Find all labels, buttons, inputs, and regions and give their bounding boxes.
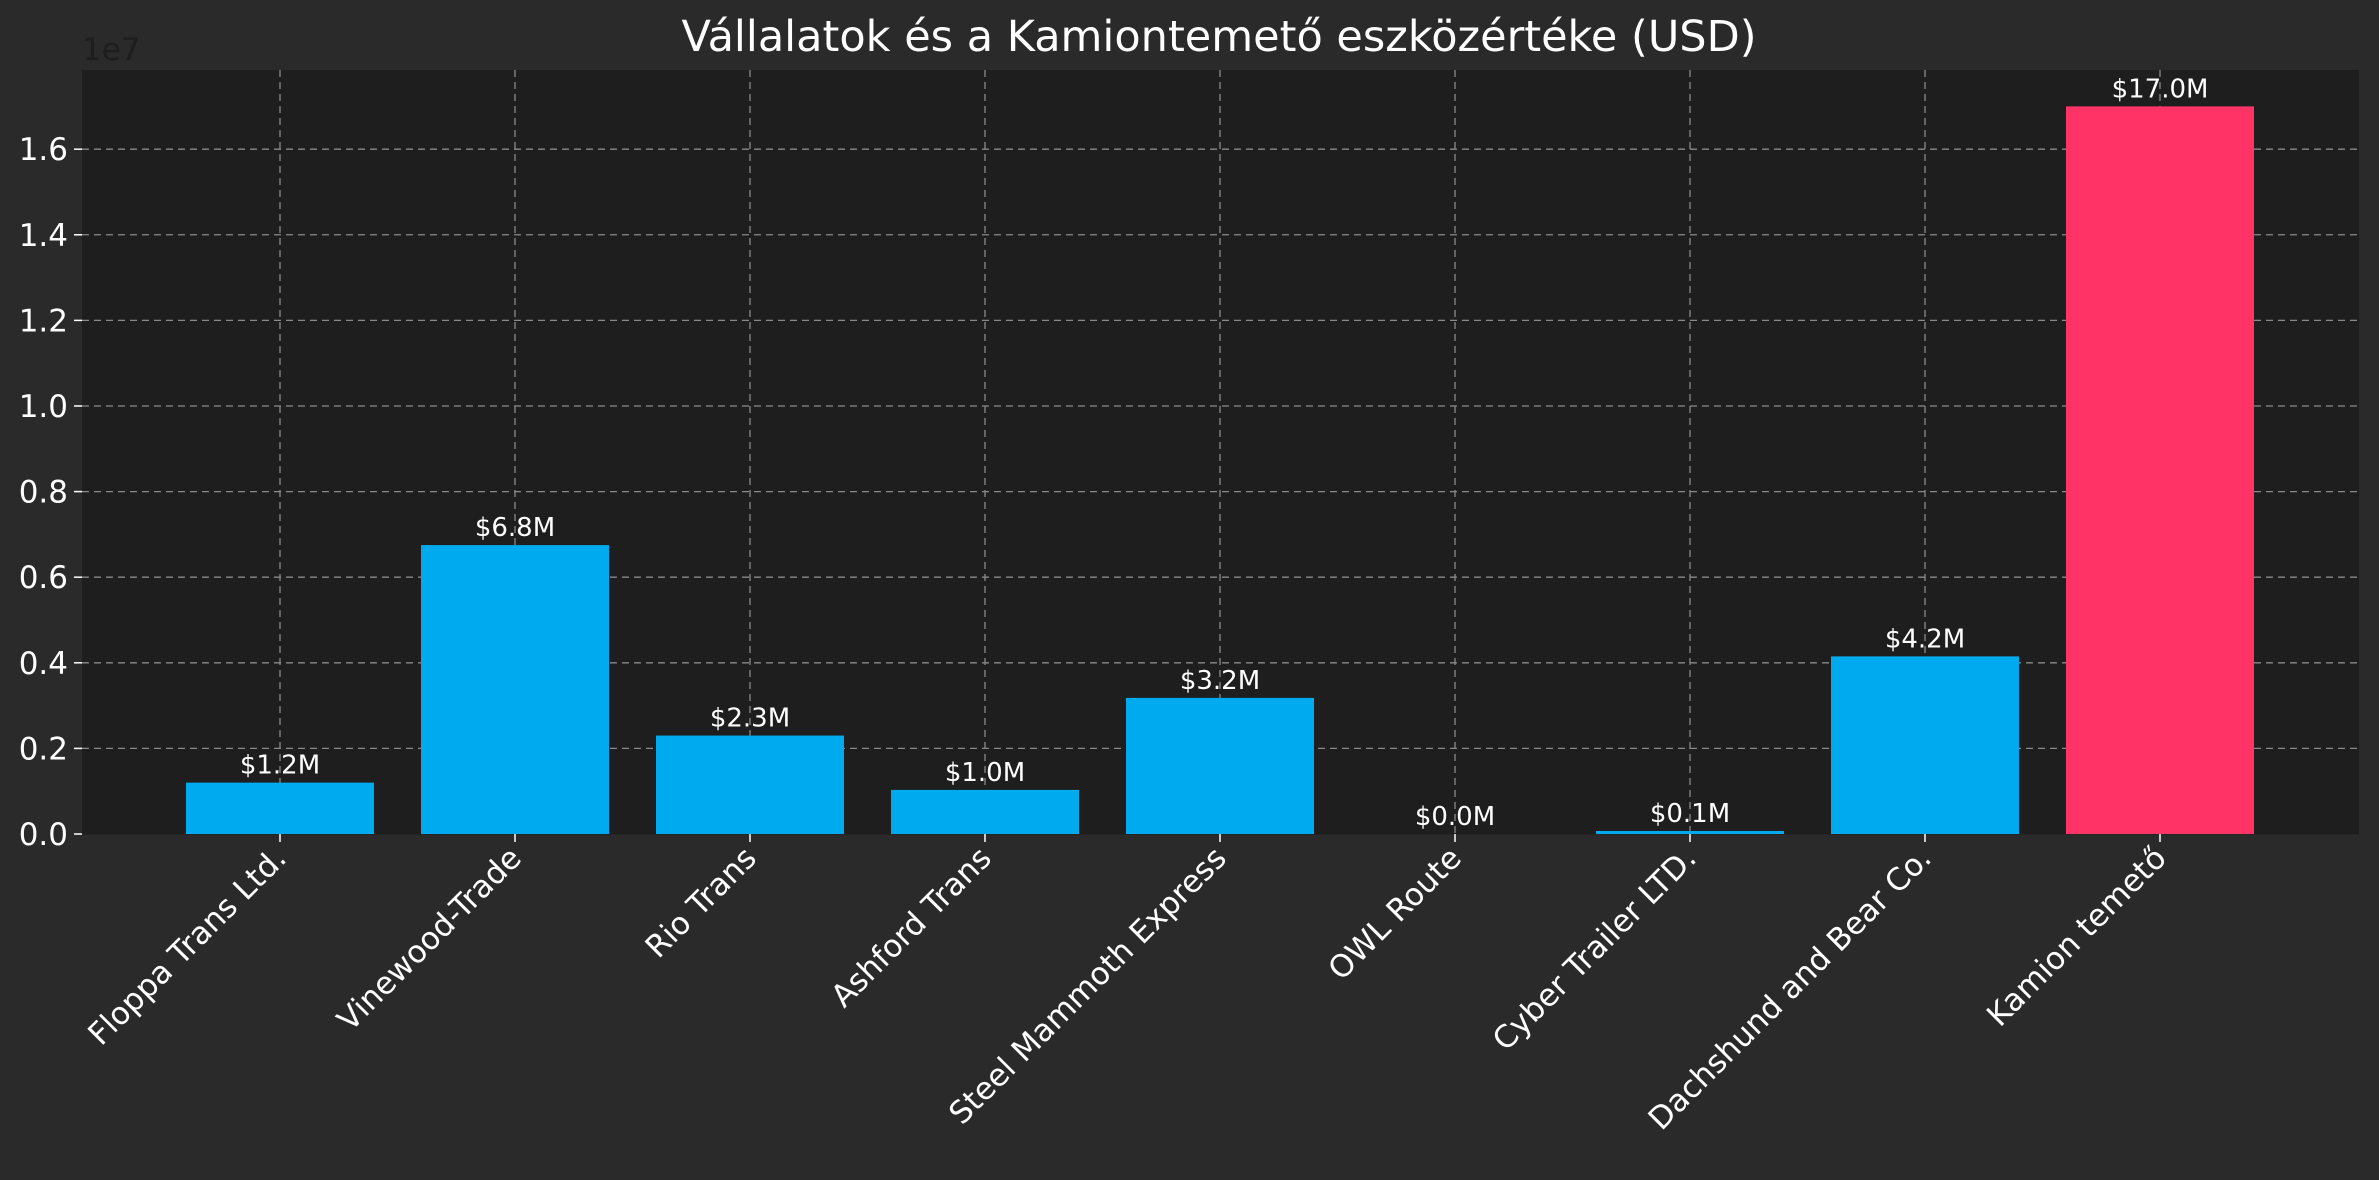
y-tick-label: 0.8	[19, 475, 68, 511]
chart-title: Vállalatok és a Kamiontemető eszközérték…	[682, 12, 1757, 62]
y-tick-label: 1.4	[19, 218, 68, 254]
bar-layer	[186, 106, 2254, 834]
x-tick-label: Ashford Trans	[824, 840, 998, 1014]
bar-value-label: $3.2M	[1180, 666, 1260, 696]
x-tick-label: Dachshund and Bear Co.	[1642, 840, 1939, 1137]
bar-value-label: $6.8M	[475, 513, 555, 543]
bar-value-label: $4.2M	[1885, 624, 1965, 654]
bar	[1831, 656, 2019, 834]
y-tick-label: 1.6	[19, 132, 68, 168]
bar-value-label: $1.0M	[945, 758, 1025, 788]
x-tick-label: Cyber Trailer LTD.	[1486, 840, 1704, 1058]
y-offset-label: 1e7	[82, 32, 141, 68]
x-axis-ticks: Floppa Trans Ltd. Vinewood-Trade Rio Trans…	[81, 834, 2174, 1137]
x-tick-label: Vinewood-Trade	[331, 840, 529, 1038]
bar	[656, 735, 844, 834]
y-tick-label: 0.0	[19, 817, 68, 853]
y-tick-label: 1.0	[19, 389, 68, 425]
x-tick-label: OWL Route	[1321, 840, 1468, 987]
bar-value-label: $2.3M	[710, 704, 790, 734]
bar	[2066, 106, 2254, 834]
y-tick-label: 0.2	[19, 731, 68, 767]
y-tick-label: 0.6	[19, 560, 68, 596]
bar-value-label: $17.0M	[2112, 74, 2209, 104]
value-label-layer: $1.2M $6.8M $2.3M $1.0M $3.2M $0.0M $0.1M $4.2M…	[240, 74, 2209, 832]
x-tick-label: Steel Mammoth Express	[942, 840, 1234, 1132]
y-tick-label: 1.2	[19, 303, 68, 339]
bar-value-label: $0.0M	[1415, 802, 1495, 832]
bar-value-label: $1.2M	[240, 751, 320, 781]
x-tick-label: Floppa Trans Ltd.	[81, 840, 293, 1052]
bar	[1126, 697, 1314, 834]
x-tick-label: Kamion temető	[1980, 840, 2174, 1034]
bar	[186, 782, 374, 834]
bar	[421, 545, 609, 834]
bar	[1596, 831, 1784, 834]
y-tick-label: 0.4	[19, 646, 68, 682]
bar	[891, 789, 1079, 834]
y-axis-ticks: 0.0 0.2 0.4 0.6 0.8 1.0 1.2 1.4 1.6	[19, 132, 82, 853]
bar-value-label: $0.1M	[1650, 799, 1730, 829]
x-tick-label: Rio Trans	[639, 840, 764, 965]
